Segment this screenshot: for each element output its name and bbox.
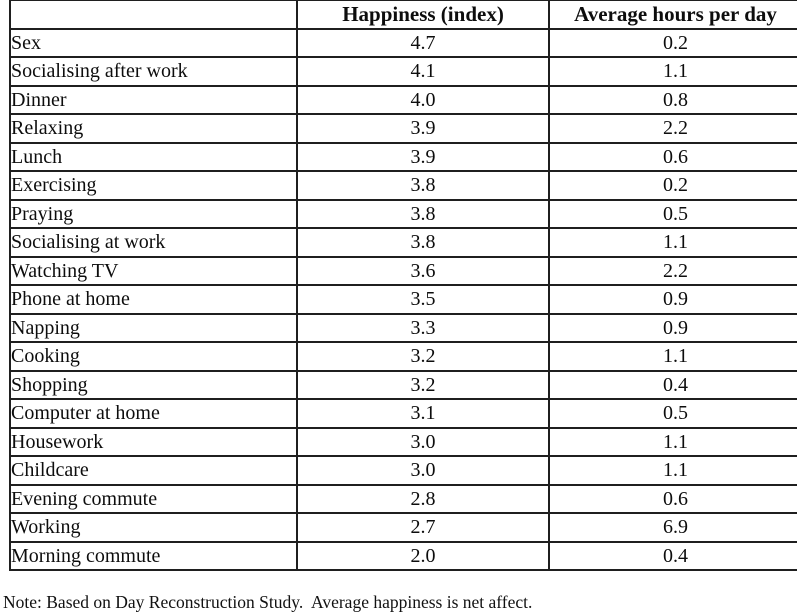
table-row: Shopping 3.2 0.4 <box>9 369 797 400</box>
hours-cell: 0.6 <box>548 483 797 514</box>
footnote: Note: Based on Day Reconstruction Study.… <box>3 592 533 612</box>
activity-cell: Socialising at work <box>9 227 298 258</box>
happiness-cell: 3.0 <box>296 426 550 457</box>
hours-cell: 1.1 <box>548 455 797 486</box>
header-activity <box>9 0 298 30</box>
activity-cell: Computer at home <box>9 398 298 429</box>
hours-cell: 6.9 <box>548 512 797 543</box>
table-body: Sex 4.7 0.2 Socialising after work 4.1 1.1 Din… <box>9 27 797 571</box>
happiness-cell: 4.0 <box>296 84 550 115</box>
happiness-cell: 2.0 <box>296 540 550 571</box>
happiness-cell: 3.8 <box>296 198 550 229</box>
hours-cell: 0.8 <box>548 84 797 115</box>
table-row: Socialising after work 4.1 1.1 <box>9 56 797 87</box>
table-row: Phone at home 3.5 0.9 <box>9 284 797 315</box>
hours-cell: 2.2 <box>548 113 797 144</box>
happiness-cell: 3.2 <box>296 341 550 372</box>
happiness-cell: 3.8 <box>296 227 550 258</box>
activity-cell: Watching TV <box>9 255 298 286</box>
happiness-cell: 3.3 <box>296 312 550 343</box>
activity-cell: Lunch <box>9 141 298 172</box>
table-row: Sex 4.7 0.2 <box>9 27 797 58</box>
activity-cell: Working <box>9 512 298 543</box>
table-row: Evening commute 2.8 0.6 <box>9 483 797 514</box>
header-average-hours: Average hours per day <box>548 0 797 30</box>
hours-cell: 0.9 <box>548 284 797 315</box>
hours-cell: 0.2 <box>548 170 797 201</box>
happiness-cell: 3.1 <box>296 398 550 429</box>
activity-cell: Praying <box>9 198 298 229</box>
activity-cell: Childcare <box>9 455 298 486</box>
happiness-cell: 3.8 <box>296 170 550 201</box>
happiness-cell: 3.5 <box>296 284 550 315</box>
activity-cell: Dinner <box>9 84 298 115</box>
table-row: Lunch 3.9 0.6 <box>9 141 797 172</box>
happiness-cell: 2.7 <box>296 512 550 543</box>
table-row: Exercising 3.8 0.2 <box>9 170 797 201</box>
hours-cell: 1.1 <box>548 426 797 457</box>
happiness-cell: 3.2 <box>296 369 550 400</box>
activity-cell: Socialising after work <box>9 56 298 87</box>
hours-cell: 2.2 <box>548 255 797 286</box>
hours-cell: 0.9 <box>548 312 797 343</box>
table-row: Relaxing 3.9 2.2 <box>9 113 797 144</box>
activity-cell: Evening commute <box>9 483 298 514</box>
happiness-cell: 3.6 <box>296 255 550 286</box>
hours-cell: 0.4 <box>548 540 797 571</box>
activity-cell: Cooking <box>9 341 298 372</box>
hours-cell: 1.1 <box>548 227 797 258</box>
header-row: Happiness (index) Average hours per day <box>9 0 797 30</box>
happiness-cell: 4.7 <box>296 27 550 58</box>
hours-cell: 0.4 <box>548 369 797 400</box>
hours-cell: 0.5 <box>548 398 797 429</box>
happiness-cell: 3.9 <box>296 141 550 172</box>
table-row: Praying 3.8 0.5 <box>9 198 797 229</box>
hours-cell: 0.5 <box>548 198 797 229</box>
activity-cell: Relaxing <box>9 113 298 144</box>
table-row: Napping 3.3 0.9 <box>9 312 797 343</box>
hours-cell: 1.1 <box>548 341 797 372</box>
happiness-cell: 3.9 <box>296 113 550 144</box>
hours-cell: 0.6 <box>548 141 797 172</box>
table-row: Housework 3.0 1.1 <box>9 426 797 457</box>
activity-cell: Sex <box>9 27 298 58</box>
table-row: Dinner 4.0 0.8 <box>9 84 797 115</box>
happiness-activities-table: Happiness (index) Average hours per day … <box>9 0 797 571</box>
activity-cell: Morning commute <box>9 540 298 571</box>
happiness-cell: 4.1 <box>296 56 550 87</box>
activity-cell: Housework <box>9 426 298 457</box>
happiness-cell: 2.8 <box>296 483 550 514</box>
table-row: Childcare 3.0 1.1 <box>9 455 797 486</box>
activity-cell: Exercising <box>9 170 298 201</box>
hours-cell: 0.2 <box>548 27 797 58</box>
activity-cell: Phone at home <box>9 284 298 315</box>
activity-cell: Napping <box>9 312 298 343</box>
header-happiness-index: Happiness (index) <box>296 0 550 30</box>
table-row: Working 2.7 6.9 <box>9 512 797 543</box>
table-row: Watching TV 3.6 2.2 <box>9 255 797 286</box>
table-row: Morning commute 2.0 0.4 <box>9 540 797 571</box>
table-row: Cooking 3.2 1.1 <box>9 341 797 372</box>
hours-cell: 1.1 <box>548 56 797 87</box>
table-row: Socialising at work 3.8 1.1 <box>9 227 797 258</box>
happiness-cell: 3.0 <box>296 455 550 486</box>
activity-cell: Shopping <box>9 369 298 400</box>
table-row: Computer at home 3.1 0.5 <box>9 398 797 429</box>
